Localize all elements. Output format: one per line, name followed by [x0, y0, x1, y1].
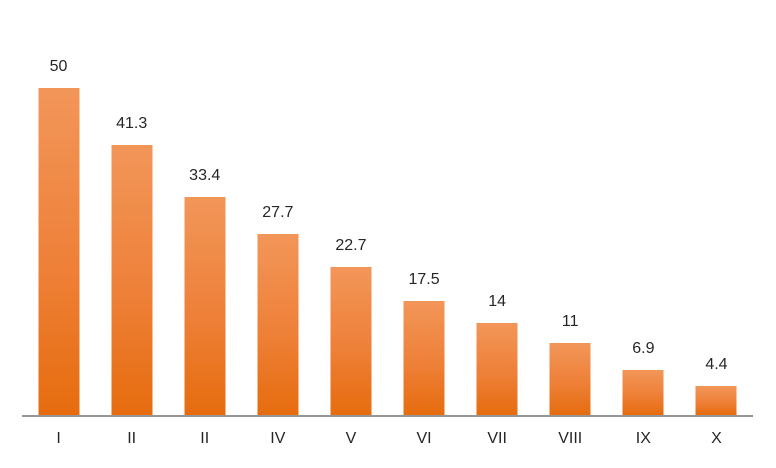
bar-slot: 11 [534, 0, 607, 415]
bar-slot: 6.9 [607, 0, 680, 415]
bar [257, 233, 299, 415]
category-label: II [127, 430, 137, 447]
category-label: VI [416, 430, 432, 447]
data-label: 27.7 [262, 203, 294, 221]
data-label: 22.7 [335, 236, 367, 254]
category-label: V [345, 430, 357, 447]
bar-slot: 33.4 [168, 0, 241, 415]
data-label: 17.5 [408, 270, 440, 288]
data-label: 33.4 [189, 166, 221, 184]
bar [184, 196, 226, 415]
category-label: IX [635, 430, 651, 447]
bar [549, 343, 591, 415]
data-label: 50 [49, 58, 68, 75]
data-label: 4.4 [705, 356, 728, 374]
data-label: 6.9 [632, 339, 655, 357]
category-label: II [200, 430, 210, 447]
bar-slot: 27.7 [241, 0, 314, 415]
category-label: VII [487, 430, 507, 447]
category-label: X [711, 430, 722, 447]
bar [695, 386, 737, 415]
bar-slot: 50 [22, 0, 95, 415]
bar [111, 144, 153, 415]
x-axis-line [22, 415, 753, 417]
bar [330, 266, 372, 415]
category-label: VIII [558, 430, 583, 447]
bar-slot: 4.4 [680, 0, 753, 415]
bar [403, 300, 445, 415]
bar-slot: 41.3 [95, 0, 168, 415]
category-axis: I II II IV V VI VII VIII IX X [22, 429, 753, 449]
category-label: IV [270, 430, 286, 447]
data-label: 14 [488, 293, 507, 311]
category-label: I [56, 430, 61, 447]
bar [476, 323, 518, 415]
bar-slot: 14 [461, 0, 534, 415]
bar-slot: 17.5 [388, 0, 461, 415]
data-label: 41.3 [116, 114, 148, 132]
plot-area: 50 41.3 33.4 27.7 22.7 17.5 14 11 6.9 4.4 [22, 0, 753, 415]
bar [622, 369, 664, 415]
bar [38, 88, 80, 415]
bar-slot: 22.7 [314, 0, 387, 415]
data-label: 11 [561, 313, 579, 331]
